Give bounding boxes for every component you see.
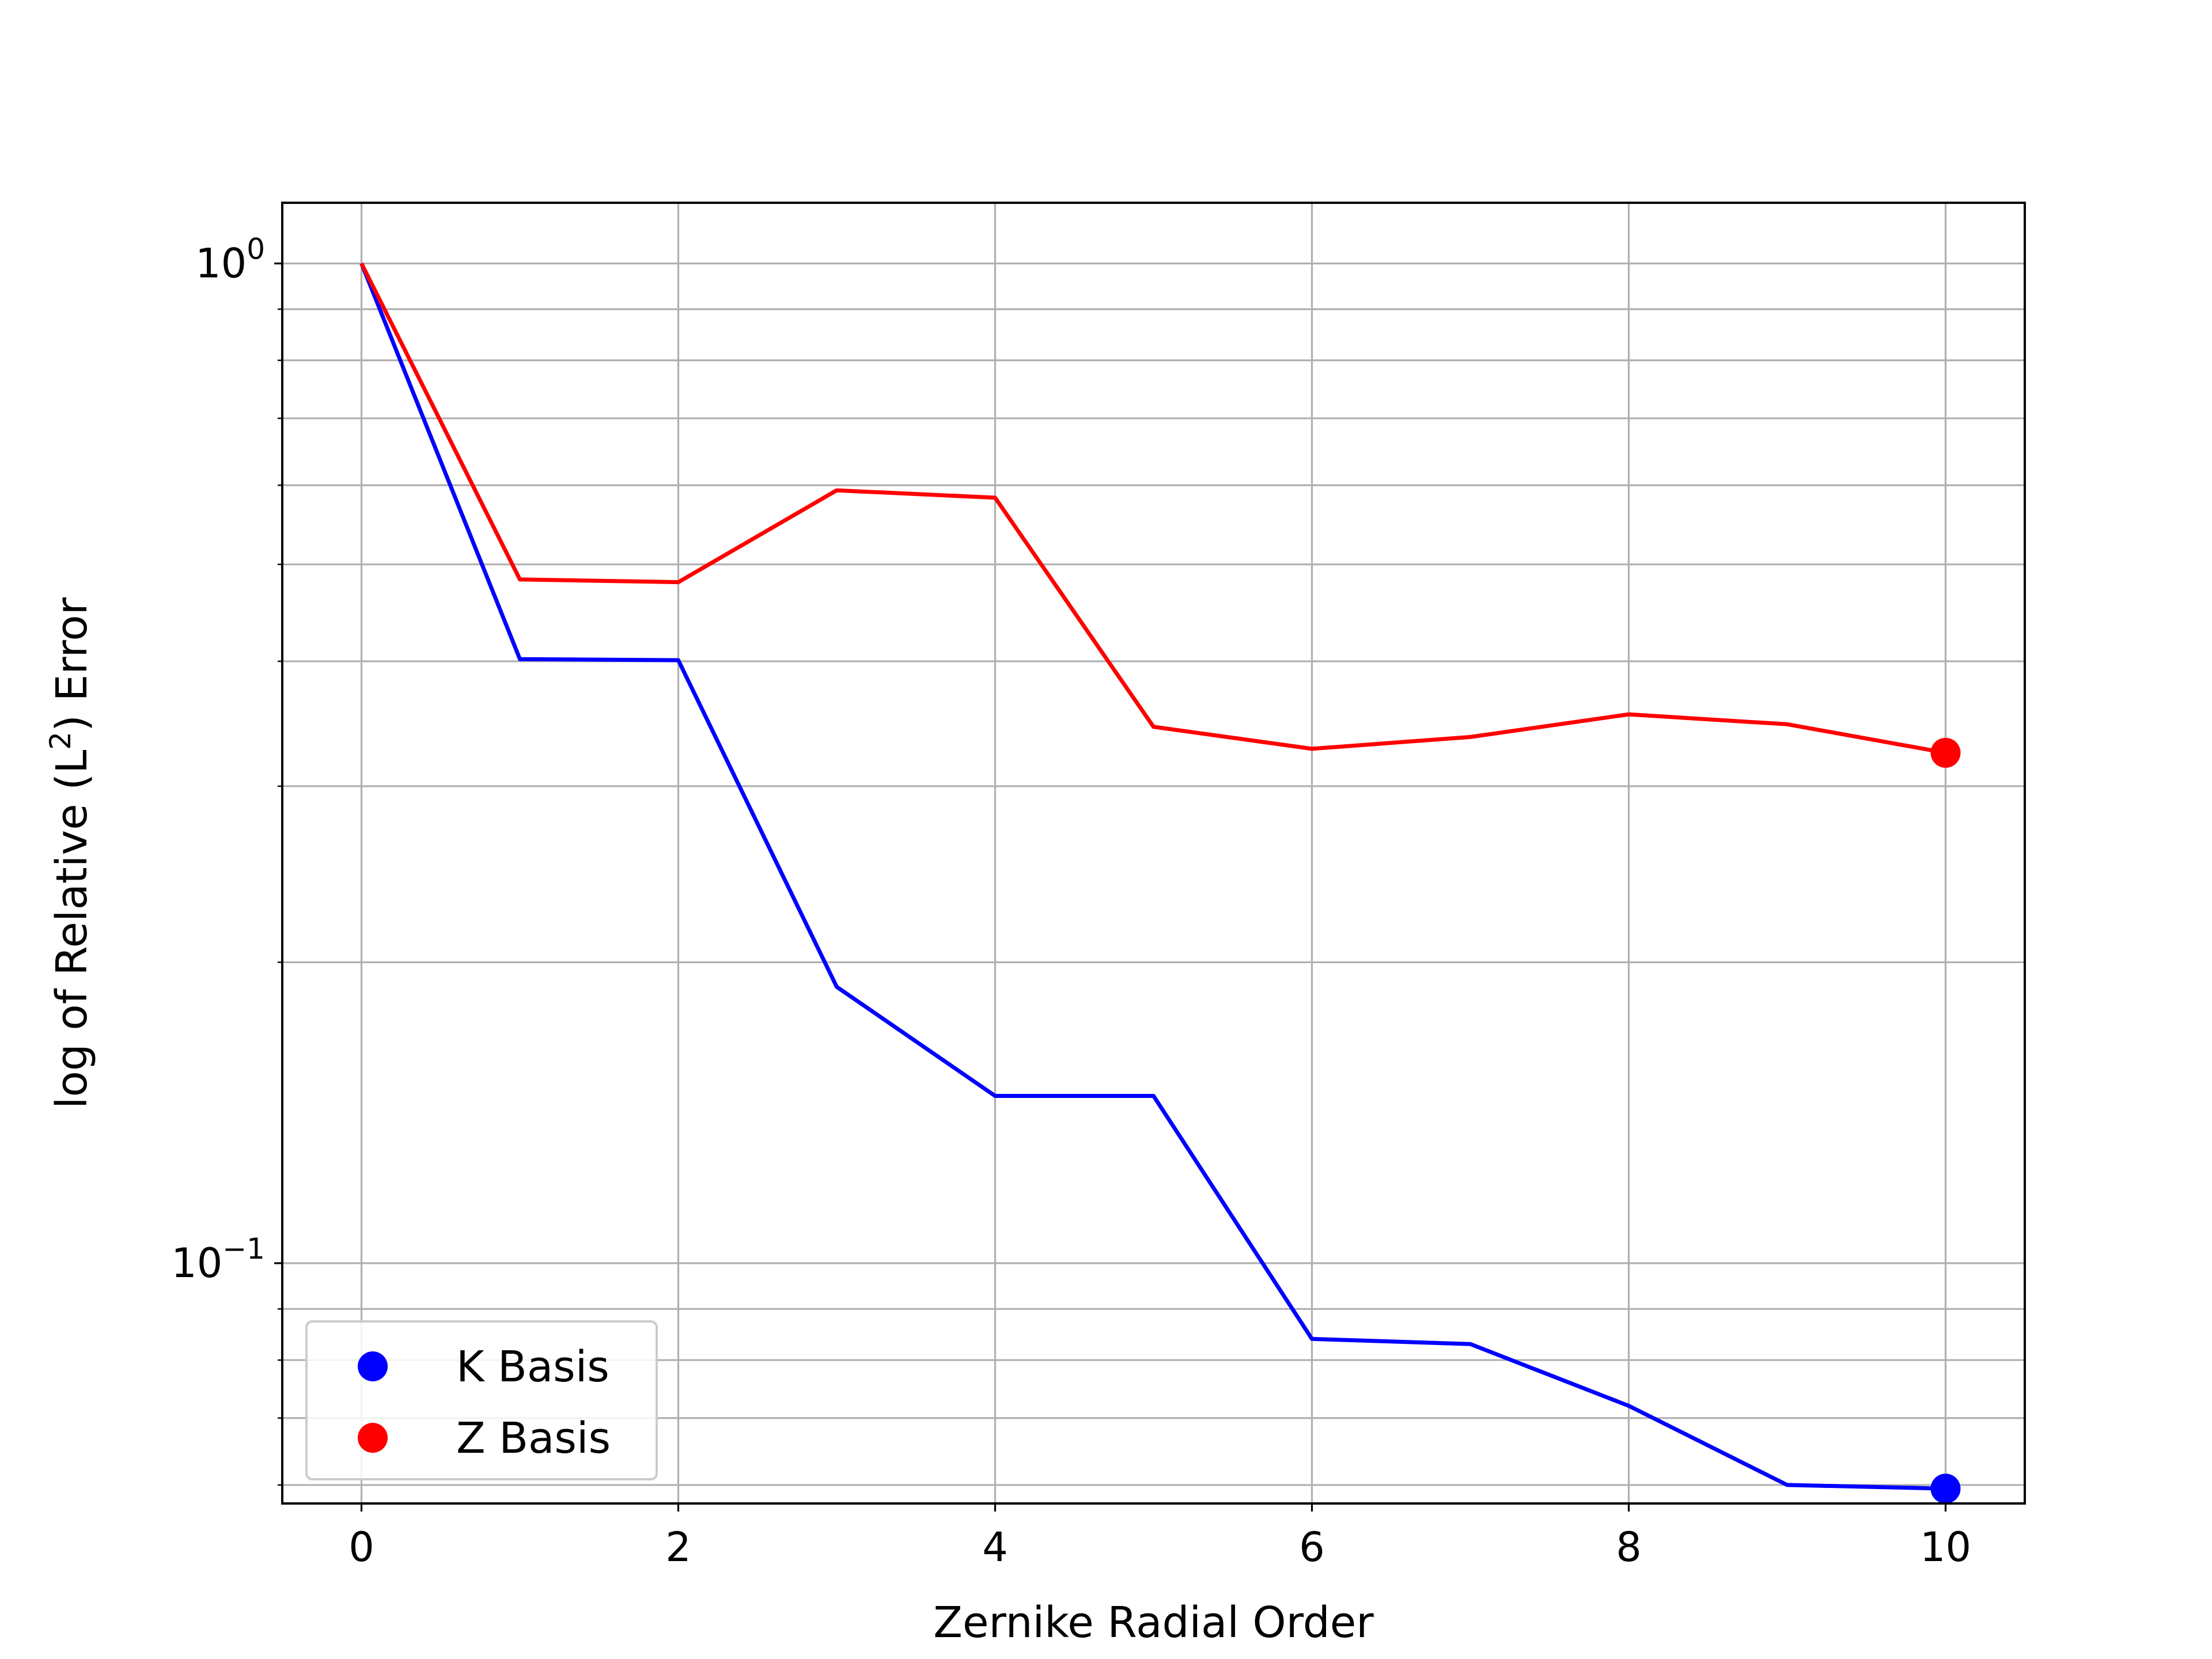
y-axis-label-end: ) Error	[47, 597, 97, 732]
legend-label: Z Basis	[456, 1414, 611, 1463]
legend: K Basis Z Basis	[305, 1320, 658, 1480]
legend-marker	[358, 1423, 388, 1453]
y-axis-label: log of Relative (L2) Error	[44, 597, 97, 1109]
x-axis-label: Zernike Radial Order	[933, 1598, 1374, 1647]
series-end-marker	[1930, 737, 1961, 768]
series-end-marker	[1930, 1474, 1961, 1504]
legend-box	[305, 1320, 658, 1480]
x-tick-label: 6	[1299, 1524, 1325, 1571]
series-layer	[359, 262, 1961, 1504]
x-tick-label: 8	[1616, 1524, 1642, 1571]
y-tick-label-exponent: −1	[222, 1232, 265, 1266]
series-line	[359, 262, 1946, 755]
legend-label: K Basis	[456, 1342, 609, 1392]
y-tick-label-base: 10	[171, 1240, 222, 1287]
y-tick-label-base: 10	[195, 240, 247, 287]
x-tick-label: 10	[1920, 1524, 1971, 1571]
x-tick-label: 4	[982, 1524, 1008, 1571]
legend-marker	[358, 1351, 388, 1381]
x-tick-label: 2	[665, 1524, 691, 1571]
y-tick-label: 100	[195, 232, 265, 287]
x-tick-label: 0	[349, 1524, 374, 1571]
series-line	[359, 262, 1946, 1491]
y-tick-label-exponent: 0	[247, 232, 265, 266]
y-axis-label-superscript: 2	[44, 732, 77, 750]
y-axis-label-main: log of Relative (L	[47, 750, 97, 1109]
y-tick-label: 10−1	[171, 1232, 265, 1287]
axes-frame	[281, 202, 2026, 1505]
